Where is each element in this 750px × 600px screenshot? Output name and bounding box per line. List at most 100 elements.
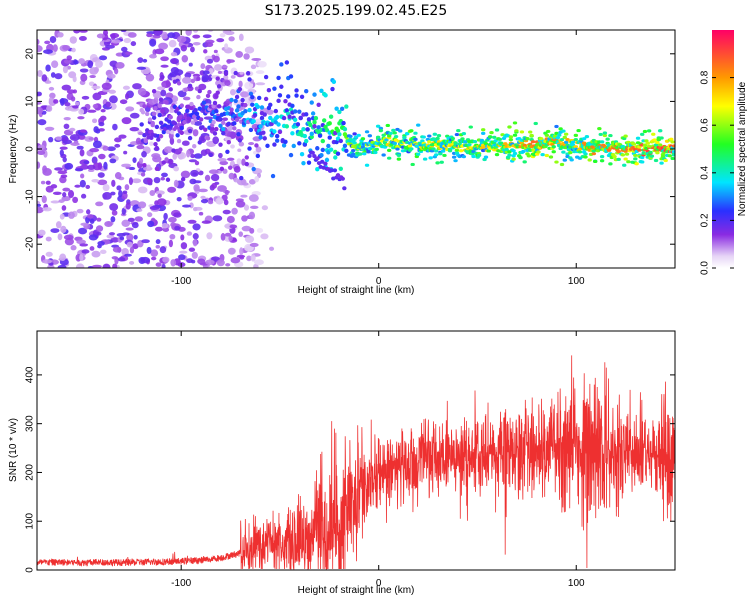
- spectrogram-ridge-cell: [439, 160, 444, 164]
- spectrogram-ridge-cell: [616, 157, 621, 161]
- spectrogram-noise-cell: [72, 196, 79, 204]
- spectrogram-noise-cell: [89, 147, 100, 153]
- spectrogram-ridge-cell: [670, 156, 675, 161]
- spectrogram-noise-cell: [149, 189, 156, 196]
- spectrogram-ridge-cell: [176, 81, 182, 86]
- spectrogram-noise-cell: [114, 67, 119, 75]
- spectrogram-noise-cell: [205, 42, 214, 48]
- spectrogram-ridge-cell: [526, 154, 532, 158]
- spectrogram-ridge-cell: [237, 138, 243, 143]
- spectrogram-noise-cell: [97, 240, 105, 246]
- y-tick-label: -20: [25, 237, 36, 252]
- spectrogram-ridge-cell: [461, 155, 467, 159]
- spectrogram-noise-cell: [78, 108, 85, 115]
- spectrogram-noise-cell: [73, 60, 79, 65]
- spectrogram-ridge-cell: [576, 128, 581, 133]
- spectrogram-noise-cell: [89, 218, 95, 224]
- spectrogram-noise-cell: [213, 49, 218, 54]
- spectrogram-ridge-cell: [315, 167, 320, 172]
- spectrogram-ridge-cell: [407, 144, 413, 148]
- spectrogram-ridge-cell: [145, 111, 150, 117]
- spectrogram-noise-cell: [136, 144, 145, 150]
- spectrogram-noise-cell: [227, 247, 236, 255]
- spectrogram-noise-cell: [207, 199, 214, 205]
- spectrogram-ridge-cell: [518, 156, 523, 160]
- spectrogram-noise-cell: [79, 179, 86, 188]
- spectrogram-noise-cell: [158, 42, 169, 50]
- snr-marks: [37, 355, 675, 570]
- spectrogram-noise-cell: [138, 157, 144, 164]
- spectrogram-ridge-cell: [268, 115, 273, 121]
- spectrogram-ridge-cell: [563, 140, 569, 144]
- spectrogram-ridge-cell: [176, 111, 182, 116]
- spectrogram-noise-cell: [109, 203, 119, 211]
- spectrogram-noise-cell: [173, 69, 184, 76]
- spectrogram-noise-cell: [159, 246, 167, 254]
- spectrogram-noise-cell: [91, 179, 100, 183]
- spectrogram-ridge-cell: [205, 93, 211, 99]
- spectrogram-ridge-cell: [667, 154, 673, 158]
- spectrogram-ridge-cell: [646, 129, 652, 133]
- spectrogram-ridge-cell: [544, 133, 550, 137]
- spectrogram-noise-cell: [192, 34, 201, 39]
- spectrogram-ridge-cell: [514, 129, 519, 133]
- spectrogram-ridge-cell: [319, 88, 324, 94]
- spectrogram-noise-cell: [190, 154, 196, 159]
- spectrogram-ridge-cell: [620, 153, 626, 157]
- spectrogram-ridge-cell: [468, 125, 473, 129]
- spectrogram-noise-cell: [70, 96, 76, 102]
- spectrogram-ridge-cell: [494, 152, 500, 157]
- spectrogram-ridge-cell: [154, 145, 160, 151]
- spectrogram-noise-cell: [202, 70, 210, 75]
- spectrogram-ridge-cell: [364, 130, 370, 134]
- spectrogram-ridge-cell: [554, 124, 559, 129]
- spectrogram-noise-cell: [79, 30, 88, 33]
- spectrogram-noise-cell: [253, 259, 264, 266]
- spectrogram-noise-cell: [37, 150, 46, 156]
- spectrogram-noise-cell: [226, 215, 235, 224]
- spectrogram-noise-cell: [123, 150, 128, 155]
- spectrogram-noise-cell: [109, 158, 117, 164]
- spectrogram-ridge-cell: [392, 141, 397, 145]
- spectrogram-ridge-cell: [648, 150, 653, 154]
- spectrogram-ridge-cell: [176, 138, 182, 144]
- spectrogram-noise-cell: [89, 246, 95, 251]
- spectrogram-noise-cell: [125, 93, 130, 100]
- spectrogram-ridge-cell: [189, 105, 194, 111]
- spectrogram-ridge-cell: [190, 78, 196, 84]
- spectrogram-ridge-cell: [262, 136, 267, 141]
- spectrogram-noise-cell: [51, 60, 59, 68]
- spectrogram-noise-cell: [149, 205, 160, 210]
- spectrogram-ridge-cell: [221, 131, 226, 136]
- spectrogram-noise-cell: [200, 149, 208, 156]
- spectrogram-noise-cell: [59, 97, 65, 106]
- spectrogram-ridge-cell: [386, 148, 392, 152]
- spectrogram-noise-cell: [104, 221, 113, 228]
- spectrogram-noise-cell: [97, 172, 105, 178]
- spectrogram-noise-cell: [161, 172, 168, 178]
- spectrogram-ridge-cell: [396, 153, 402, 157]
- spectrogram-noise-cell: [77, 134, 86, 140]
- spectrogram-ridge-cell: [239, 175, 244, 181]
- spectrogram-noise-cell: [125, 202, 131, 210]
- spectrogram-ridge-cell: [362, 152, 367, 156]
- spectrogram-noise-cell: [122, 85, 130, 90]
- spectrogram-ridge-cell: [179, 125, 184, 131]
- spectrogram-noise-cell: [73, 30, 81, 34]
- spectrogram-ridge-cell: [160, 108, 165, 114]
- spectrogram-ridge-cell: [178, 114, 183, 119]
- spectrogram-ridge-cell: [597, 127, 602, 131]
- spectrogram-y-ticks: -20 -10 0 10 20: [25, 48, 675, 252]
- spectrogram-noise-cell: [154, 48, 165, 55]
- spectrogram-noise-cell: [63, 116, 71, 121]
- spectrogram-ridge-cell: [158, 134, 164, 139]
- spectrogram-noise-cell: [226, 157, 235, 161]
- spectrogram-noise-cell: [40, 180, 46, 185]
- spectrogram-noise-cell: [89, 67, 99, 75]
- spectrogram-ridge-cell: [251, 119, 256, 124]
- spectrogram-ridge-cell: [312, 154, 317, 159]
- spectrogram-ridge-cell: [533, 121, 538, 126]
- spectrogram-ridge-cell: [342, 186, 347, 191]
- spectrogram-ridge-cell: [226, 139, 231, 145]
- spectrogram-ridge-cell: [248, 91, 254, 96]
